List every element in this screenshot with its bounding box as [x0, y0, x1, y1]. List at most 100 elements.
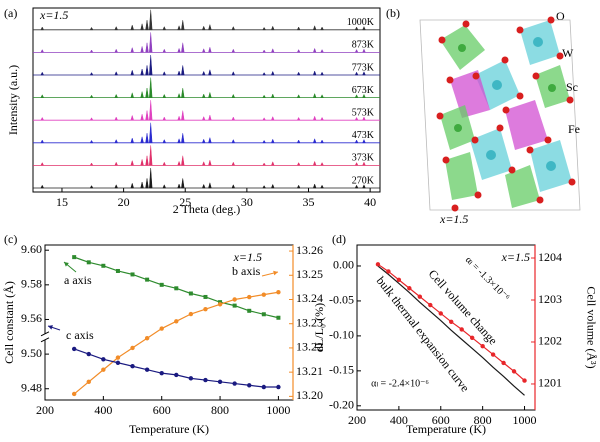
marker: [159, 282, 164, 287]
diffraction-peak: [201, 48, 206, 53]
marker: [203, 294, 208, 299]
marker: [428, 302, 433, 308]
diffraction-peak: [181, 65, 185, 76]
diffraction-peak: [145, 110, 149, 121]
x-tick-label: 20: [118, 195, 130, 209]
diffraction-peak: [320, 139, 324, 144]
y-tick-label: 9.58: [21, 277, 42, 291]
diffraction-peak: [177, 92, 181, 98]
diffraction-peak: [89, 139, 94, 144]
diffraction-peak: [89, 117, 94, 121]
marker: [247, 308, 252, 313]
series-line: [73, 291, 279, 395]
diffraction-peak: [181, 133, 185, 144]
x-tick-label: 1000: [513, 413, 537, 427]
diffraction-peak: [130, 137, 134, 144]
structure-drawing: [419, 16, 581, 212]
diffraction-peak: [140, 46, 144, 53]
diffraction-peak: [354, 71, 359, 76]
diffraction-peak: [354, 26, 359, 31]
marker: [174, 319, 179, 324]
diffraction-peak: [89, 162, 94, 166]
series-label: 873K: [352, 40, 375, 51]
marker: [101, 367, 106, 372]
series-label: c axis: [66, 328, 94, 342]
y2-tick-label: 13.25: [296, 267, 323, 281]
diffraction-peak: [208, 114, 212, 121]
diffraction-peak: [362, 48, 366, 53]
y-tick-label: 9.48: [21, 380, 42, 394]
diffraction-peak: [89, 94, 94, 98]
panel-label: (c): [4, 232, 17, 246]
diffraction-peak: [177, 115, 181, 121]
panel-label: (d): [332, 232, 346, 246]
diffraction-peak: [181, 87, 185, 98]
marker: [261, 312, 266, 317]
y-tick-label: 0.00: [333, 258, 354, 272]
diffraction-peak: [40, 162, 45, 166]
y-axis-label: dL/L₀ (%): [312, 303, 326, 352]
diffraction-peak: [40, 94, 45, 98]
series-label: 773K: [352, 62, 375, 73]
marker: [144, 336, 150, 341]
diffraction-peak: [114, 25, 118, 31]
y2-tick-label: 1202: [538, 334, 562, 348]
diffraction-peak: [312, 92, 317, 98]
marker: [375, 262, 381, 267]
diffraction-peak: [320, 184, 324, 189]
diffraction-peak: [270, 70, 275, 76]
diffraction-peak: [89, 26, 94, 31]
diffraction-peak: [296, 139, 301, 144]
diffraction-peak: [354, 49, 359, 53]
diffraction-peak: [114, 184, 118, 189]
diffraction-peak: [181, 110, 185, 121]
marker: [217, 302, 223, 307]
diffraction-peak: [201, 93, 206, 98]
diffraction-peak: [177, 138, 181, 144]
marker: [459, 327, 464, 332]
diffraction-peak: [114, 71, 118, 76]
x-tick-label: 200: [348, 413, 366, 427]
diffraction-peak: [140, 136, 144, 144]
diffraction-peak: [208, 91, 212, 98]
y2-tick-label: 13.23: [296, 315, 323, 329]
diffraction-peak: [114, 93, 118, 98]
marker: [232, 297, 237, 302]
diffraction-peak: [354, 116, 359, 121]
diffraction-peak: [354, 184, 359, 189]
octahedron: [505, 100, 548, 150]
diffraction-peak: [208, 46, 212, 53]
marker: [469, 335, 475, 340]
marker: [86, 351, 91, 357]
diffraction-peak: [145, 42, 149, 53]
marker: [396, 277, 402, 283]
x-tick-label: 30: [241, 195, 253, 209]
marker: [490, 352, 496, 357]
marker: [72, 255, 77, 260]
x-tick-label: 15: [56, 195, 68, 209]
diffraction-peak: [40, 139, 45, 144]
diffraction-peak: [262, 162, 266, 166]
diffraction-peak: [149, 145, 153, 166]
marker: [511, 369, 517, 374]
diffraction-peak: [89, 49, 94, 53]
y-tick-label: -0.20: [329, 398, 354, 412]
diffraction-peak: [145, 178, 149, 189]
diffraction-peak: [201, 25, 206, 31]
x-tick-label: 400: [94, 403, 112, 417]
diffraction-peak: [312, 138, 317, 144]
marker: [174, 286, 179, 291]
octahedron: [450, 70, 490, 118]
diffraction-peak: [149, 32, 153, 53]
composition-note: x=1.5: [501, 250, 530, 264]
diffraction-peak: [296, 184, 301, 189]
marker: [174, 372, 179, 378]
diffraction-peak: [177, 160, 181, 166]
diffraction-peak: [40, 71, 45, 76]
y-tick-label: 9.56: [21, 311, 42, 325]
diffraction-peak: [201, 115, 206, 121]
tungsten-atoms: [486, 37, 556, 171]
composition-note: x=1.5: [39, 8, 68, 22]
marker: [130, 345, 135, 351]
